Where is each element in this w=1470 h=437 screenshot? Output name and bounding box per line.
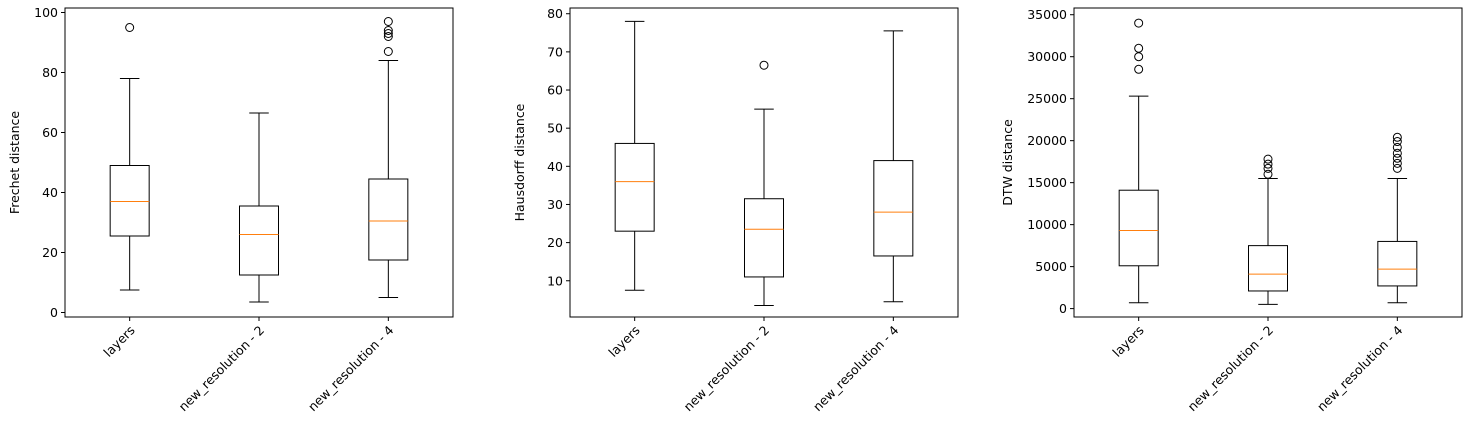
y-tick-label: 20 (42, 245, 58, 260)
flier-point (383, 26, 393, 35)
flier-point (1263, 163, 1273, 173)
box-iqr (368, 178, 409, 261)
flier-point (383, 47, 393, 56)
y-tick-label: 10 (547, 273, 563, 288)
x-tick-label: new_resolution - 2 (681, 323, 773, 415)
flier-point (1392, 163, 1402, 173)
y-tick-label: 35000 (1027, 7, 1067, 22)
box-iqr (1377, 240, 1418, 287)
y-tick-label: 20 (547, 235, 563, 250)
flier-point (1134, 18, 1144, 28)
y-tick-label: 30 (547, 197, 563, 212)
x-tick-label: layers (100, 323, 137, 360)
box-iqr (744, 198, 784, 278)
box-iqr (614, 142, 655, 232)
flier-point (1392, 158, 1402, 168)
y-axis-label: Hausdorff distance (512, 103, 527, 221)
flier-point (1134, 43, 1144, 53)
flier-point (1392, 132, 1402, 142)
flier-point (383, 32, 393, 41)
flier-point (759, 60, 769, 70)
box-iqr (109, 165, 150, 237)
box-iqr (873, 160, 914, 257)
plot-frame-3 (1073, 7, 1463, 318)
y-tick-label: 40 (42, 185, 58, 200)
y-tick-label: 50 (547, 121, 563, 136)
flier-point (1263, 159, 1273, 169)
y-tick-label: 80 (547, 6, 563, 21)
y-tick-label: 80 (42, 65, 58, 80)
box-iqr (239, 205, 279, 276)
y-axis-label: Frechet distance (7, 111, 22, 214)
y-tick-label: 25000 (1027, 91, 1067, 106)
y-tick-label: 30000 (1027, 49, 1067, 64)
flier-point (383, 17, 393, 26)
flier-point (1392, 137, 1402, 147)
y-axis-label: DTW distance (1000, 119, 1015, 206)
flier-point (1134, 52, 1144, 62)
x-tick-label: layers (605, 323, 642, 360)
flier-point (383, 29, 393, 38)
y-tick-label: 0 (50, 305, 58, 320)
y-tick-label: 10000 (1027, 217, 1067, 232)
flier-point (1263, 169, 1273, 179)
y-tick-label: 0 (1059, 301, 1067, 316)
flier-point (1263, 154, 1273, 164)
flier-point (1134, 64, 1144, 74)
y-tick-label: 70 (547, 44, 563, 59)
box-iqr (1248, 245, 1288, 292)
x-tick-label: new_resolution - 4 (810, 322, 902, 414)
x-tick-label: new_resolution - 2 (176, 323, 268, 415)
flier-point (1392, 148, 1402, 158)
y-tick-label: 100 (34, 5, 58, 20)
x-tick-label: new_resolution - 4 (1314, 322, 1406, 414)
box-iqr (1118, 189, 1159, 267)
x-tick-label: new_resolution - 4 (305, 322, 397, 414)
flier-point (1392, 142, 1402, 152)
y-tick-label: 20000 (1027, 133, 1067, 148)
flier-point (125, 23, 135, 32)
y-tick-label: 60 (547, 83, 563, 98)
y-tick-label: 15000 (1027, 175, 1067, 190)
y-tick-label: 40 (547, 159, 563, 174)
x-tick-label: layers (1109, 323, 1146, 360)
y-tick-label: 5000 (1035, 259, 1067, 274)
x-tick-label: new_resolution - 2 (1185, 323, 1277, 415)
y-tick-label: 60 (42, 125, 58, 140)
flier-point (1392, 153, 1402, 163)
